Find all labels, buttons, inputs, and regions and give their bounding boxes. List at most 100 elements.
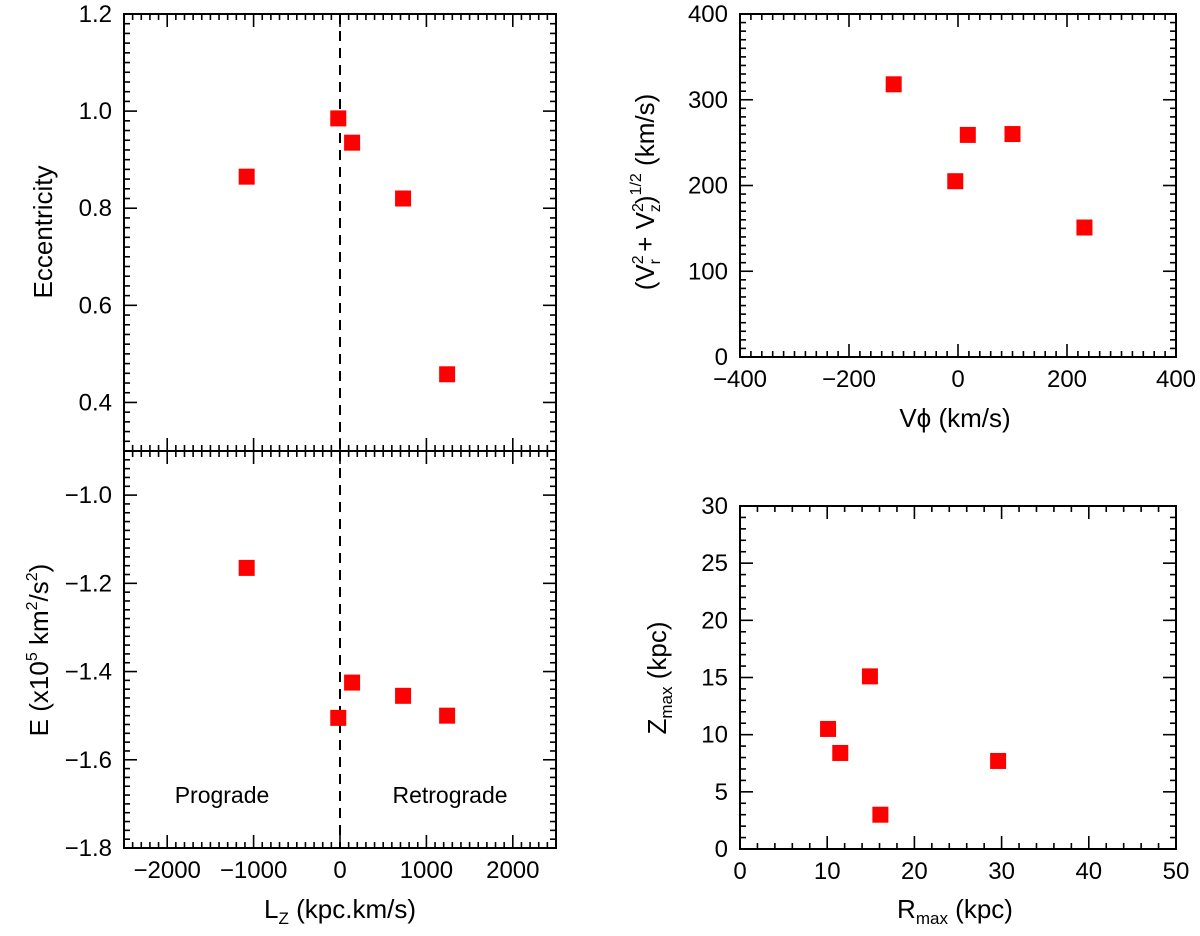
- vel-ylabel-d: + V: [630, 211, 660, 259]
- ylabel-part-c: km: [24, 610, 54, 652]
- data-point: [872, 806, 889, 823]
- data-point: [820, 720, 837, 737]
- y-tick-label: 5: [715, 779, 728, 806]
- orbit-ylabel-rest: (kpc): [642, 621, 672, 686]
- y-tick-label: 0: [715, 344, 728, 371]
- y-tick-label: 30: [701, 493, 728, 520]
- data-point: [330, 110, 347, 127]
- y-tick-label: 400: [688, 1, 728, 28]
- x-tick-label: −1000: [220, 857, 287, 884]
- orbit-xlabel-main: R: [897, 894, 916, 924]
- x-tick-label: 0: [333, 857, 346, 884]
- orbit-ylabel-main: Z: [642, 719, 672, 735]
- data-point: [947, 173, 964, 190]
- y-tick-label: 200: [688, 173, 728, 200]
- panel-orbit-ylabel: Zmax (kpc): [642, 621, 676, 734]
- panel-orbit-ticks: [739, 505, 1177, 850]
- panel-energy-points: [238, 559, 456, 726]
- y-tick-label: −1.6: [65, 747, 112, 774]
- y-tick-label: 0: [715, 836, 728, 863]
- panel-velocity-xtick-labels: −400 −200 0 200 400: [713, 366, 1196, 393]
- panel-velocity-xlabel: Vϕ (km/s): [899, 403, 1010, 433]
- ylabel-part-d: 2: [24, 601, 41, 610]
- y-tick-label: 0.6: [79, 292, 112, 319]
- panel-eccentricity-ticks: [123, 13, 557, 452]
- panel-orbit: 0 5 10 15 20 25 30 0 10 20 30 40 50 Rmax (kpc) Zmax…: [642, 493, 1189, 928]
- ylabel-part-g: ): [24, 564, 54, 573]
- x-tick-label: −2000: [133, 857, 200, 884]
- data-point: [959, 126, 976, 143]
- data-point: [439, 707, 456, 724]
- panel-eccentricity-ytick-labels: 0.4 0.6 0.8 1.0 1.2: [79, 1, 112, 416]
- panel-orbit-ytick-labels: 0 5 10 15 20 25 30: [701, 493, 728, 863]
- panel-energy-ylabel: E (x105 km2/s2): [24, 564, 54, 737]
- x-tick-label: 20: [901, 858, 928, 885]
- data-point: [439, 366, 456, 383]
- data-point: [344, 674, 361, 691]
- x-tick-label: 40: [1075, 858, 1102, 885]
- ylabel-part-a: E (x10: [24, 661, 54, 736]
- data-point: [395, 190, 412, 207]
- panel-velocity-points: [885, 76, 1093, 236]
- x-tick-label: 2000: [486, 857, 539, 884]
- data-point: [238, 559, 255, 576]
- orbit-xlabel-rest: (kpc): [948, 894, 1013, 924]
- data-point: [1004, 126, 1021, 143]
- panel-orbit-frame: [739, 505, 1177, 850]
- x-tick-label: −400: [713, 366, 767, 393]
- y-tick-label: 300: [688, 87, 728, 114]
- annotation-retrograde: Retrograde: [392, 782, 507, 808]
- panel-energy: −1.8 −1.6 −1.4 −1.2 −1.0 −2000 −1000 0 1000 2000…: [24, 450, 557, 928]
- y-tick-label: −1.0: [65, 482, 112, 509]
- orbit-ylabel-sub: max: [657, 686, 676, 719]
- data-point: [832, 744, 849, 761]
- data-point: [330, 709, 347, 726]
- annotation-prograde: Prograde: [175, 782, 270, 808]
- data-point: [885, 76, 902, 93]
- vel-ylabel-i: (km/s): [630, 94, 660, 173]
- y-tick-label: 10: [701, 722, 728, 749]
- panel-energy-ytick-labels: −1.8 −1.6 −1.4 −1.2 −1.0: [65, 482, 112, 862]
- panel-eccentricity-points: [238, 110, 456, 383]
- y-tick-label: 25: [701, 550, 728, 577]
- ylabel-part-e: /s: [24, 581, 54, 601]
- xlabel-main: L: [264, 894, 278, 924]
- x-tick-label: 200: [1047, 366, 1087, 393]
- x-tick-label: 50: [1163, 858, 1190, 885]
- y-tick-label: 0.8: [79, 195, 112, 222]
- x-tick-label: 30: [988, 858, 1015, 885]
- vel-ylabel-e: 2: [630, 203, 647, 212]
- data-point: [238, 168, 255, 185]
- vel-ylabel-f: z: [647, 204, 664, 212]
- y-tick-label: −1.4: [65, 659, 112, 686]
- panel-energy-ticks: [123, 450, 557, 849]
- y-tick-label: 100: [688, 258, 728, 285]
- xlabel-sub: Z: [278, 909, 288, 928]
- x-tick-label: 400: [1156, 366, 1196, 393]
- data-point: [395, 687, 412, 704]
- panel-orbit-xtick-labels: 0 10 20 30 40 50: [733, 858, 1189, 885]
- y-tick-label: 20: [701, 607, 728, 634]
- panel-energy-xlabel: LZ (kpc.km/s): [264, 894, 416, 928]
- x-tick-label: 0: [951, 366, 964, 393]
- x-tick-label: −200: [822, 366, 876, 393]
- panel-velocity-ylabel: (V2r + V2z)1/2 (km/s): [628, 94, 664, 290]
- panel-orbit-xlabel: Rmax (kpc): [897, 894, 1013, 928]
- x-tick-label: 0: [733, 858, 746, 885]
- x-tick-label: 10: [814, 858, 841, 885]
- y-tick-label: −1.2: [65, 570, 112, 597]
- y-tick-label: 1.0: [79, 98, 112, 125]
- xlabel-rest: (kpc.km/s): [289, 894, 416, 924]
- panel-orbit-points: [820, 668, 1007, 823]
- panel-eccentricity-frame: [123, 13, 557, 452]
- y-tick-label: 0.4: [79, 389, 112, 416]
- panel-eccentricity-ylabel: Eccentricity: [28, 166, 58, 299]
- x-tick-label: 1000: [400, 857, 453, 884]
- vel-ylabel-b: 2: [630, 255, 647, 264]
- ylabel-part-f: 2: [24, 572, 41, 581]
- panel-velocity-ticks: [739, 13, 1177, 358]
- data-point: [344, 134, 361, 151]
- data-point: [990, 752, 1007, 769]
- vel-ylabel-g: ): [630, 195, 660, 204]
